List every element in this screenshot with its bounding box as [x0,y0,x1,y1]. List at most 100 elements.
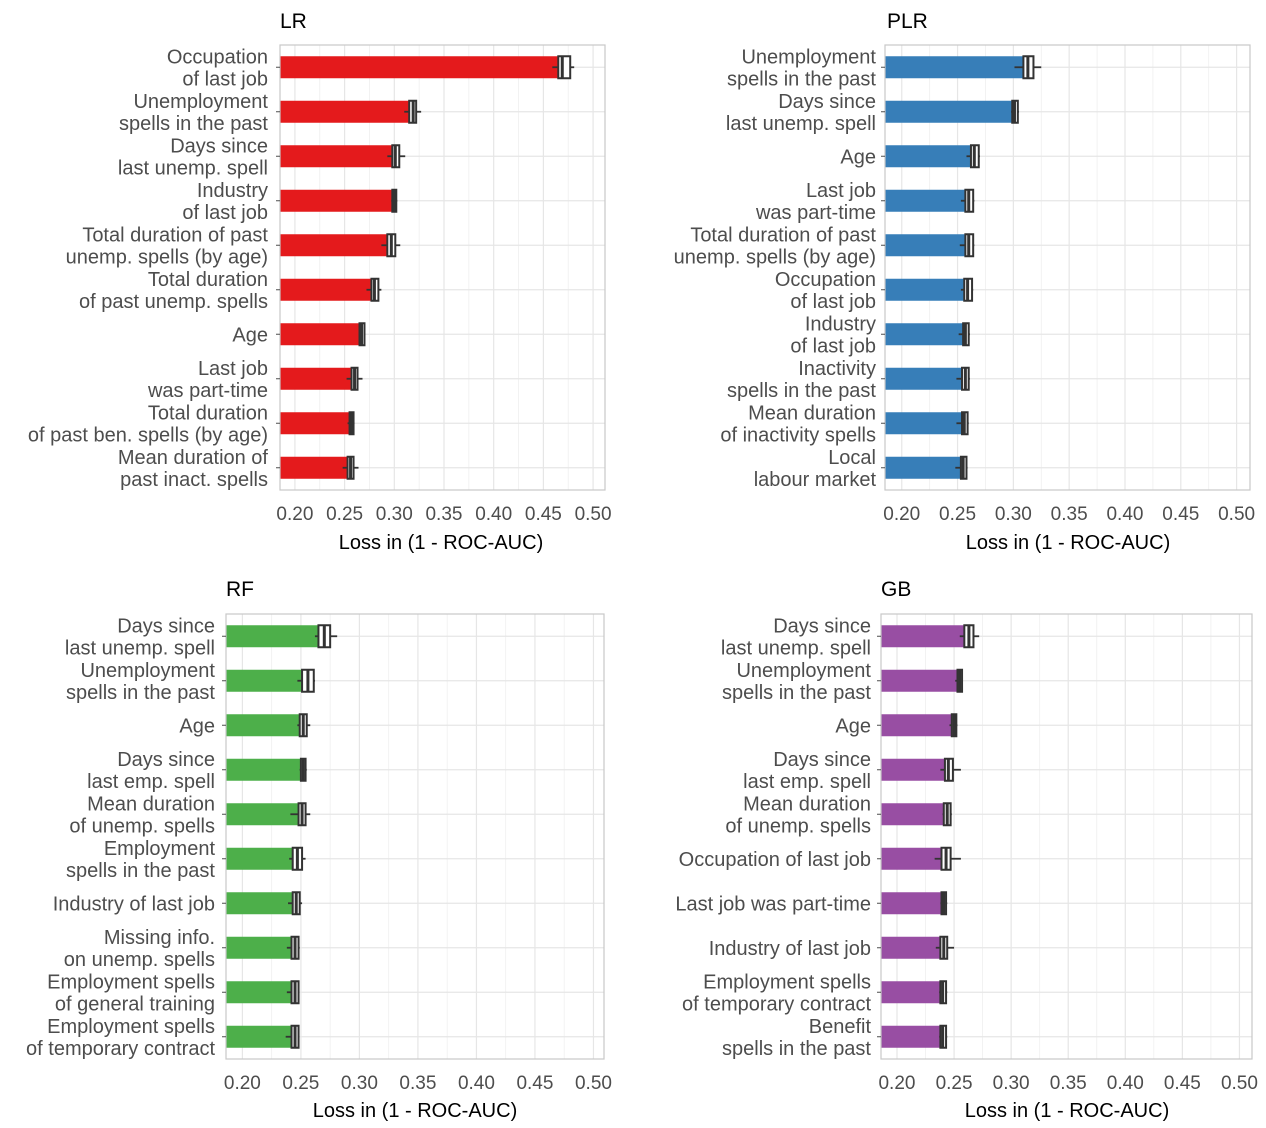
x-tick-label: 0.20 [883,504,920,525]
category-label-line: of unemp. spells [725,815,871,837]
x-tick-label: 0.50 [575,504,612,525]
box [557,55,572,80]
category-label-line: last unemp. spell [721,637,871,659]
plot-border [279,44,606,491]
category-label-line: Age [840,146,876,168]
bar [881,803,944,826]
x-tick-label: 0.30 [993,1073,1030,1094]
category-label: Total duration of past unemp. spells [79,269,268,313]
category-label-line: Industry of last job [709,938,871,960]
x-axis-title: Loss in (1 - ROC-AUC) [966,532,1170,554]
x-tick-label: 0.40 [1106,504,1143,525]
category-label-line: Industry [197,180,268,202]
boxplot [358,322,366,347]
category-label: Occupation of last job [775,269,876,313]
bar [280,145,393,168]
bar [881,981,941,1004]
category-label: Employment spells of temporary contract [26,1016,215,1060]
category-label-line: spells in the past [722,682,871,704]
category-label: Employment spells of general training [47,971,215,1015]
bar [280,323,360,346]
category-label-line: of last job [790,335,876,357]
bar [881,758,945,781]
category-label-line: Employment spells [47,1016,215,1038]
category-label: Last job was part-time [755,180,876,224]
boxplot [342,455,359,480]
category-label: Total duration of past ben. spells (by ag… [28,402,268,446]
bar [226,892,293,915]
boxplot [939,980,948,1005]
category-label-line: last unemp. spell [118,157,268,179]
category-label: Age [840,146,876,168]
category-label-line: spells in the past [66,682,215,704]
category-label-line: Mean duration [87,793,215,815]
category-label: Industry of last job [53,893,215,915]
category-label: Local labour market [754,447,877,491]
category-label-line: Occupation [167,46,268,68]
bar [881,936,941,959]
category-label-line: Age [835,715,871,737]
category-label-line: of last job [182,202,268,224]
category-label-line: last emp. spell [87,771,215,793]
category-label-line: Employment [104,838,216,860]
boxplot [391,188,398,213]
category-label-line: Unemployment [133,91,268,113]
x-tick-label: 0.30 [341,1073,378,1094]
category-label: Total duration of past unemp. spells (by … [66,224,269,268]
category-label: Mean duration of unemp. spells [69,793,215,837]
x-tick-label: 0.35 [1051,504,1088,525]
category-label-line: Occupation of last job [679,849,871,871]
x-tick-label: 0.50 [1221,1073,1258,1094]
boxplot [1014,55,1042,80]
category-label: Unemployment spells in the past [727,46,876,90]
category-label-line: Mean duration [743,793,871,815]
category-label: Occupation of last job [679,849,871,871]
category-label-line: Last job [806,180,876,202]
category-label: Mean duration of unemp. spells [725,793,871,837]
boxplot [940,757,961,782]
plot-border [884,44,1251,491]
category-label-line: Inactivity [798,358,876,380]
boxplot [955,455,968,480]
x-tick-label: 0.50 [575,1073,612,1094]
category-label-line: of temporary contract [682,993,871,1015]
category-label: Unemployment spells in the past [66,660,215,704]
category-label-line: Occupation [775,269,876,291]
x-tick-label: 0.30 [376,504,413,525]
category-label-line: Last job [198,358,268,380]
category-label-line: Age [232,324,268,346]
x-tick-label: 0.20 [224,1073,261,1094]
category-label-line: Mean duration [748,402,876,424]
x-tick-label: 0.35 [1050,1073,1087,1094]
category-label: Days since last emp. spell [87,749,215,793]
category-label-line: Age [179,715,215,737]
x-tick-label: 0.20 [878,1073,915,1094]
bar [280,412,350,435]
bar [885,100,1013,123]
boxplot [288,891,303,916]
category-label: Employment spells of temporary contract [682,971,871,1015]
category-label-line: on unemp. spells [64,949,215,971]
boxplot [940,891,948,916]
bar [226,758,301,781]
bar [885,234,966,257]
category-label-line: Industry of last job [53,893,215,915]
category-label: Days since last emp. spell [743,749,871,793]
category-label-line: of inactivity spells [720,424,876,446]
category-label-line: spells in the past [722,1038,871,1060]
boxplot [297,668,315,693]
boxplot [942,802,952,827]
bar [881,669,958,692]
boxplot [958,322,970,347]
category-label-line: of general training [55,993,215,1015]
category-label-line: Days since [773,749,871,771]
bar [885,145,971,168]
category-label: Age [179,715,215,737]
boxplot [285,1024,300,1049]
boxplot [290,802,311,827]
x-tick-label: 0.25 [939,504,976,525]
